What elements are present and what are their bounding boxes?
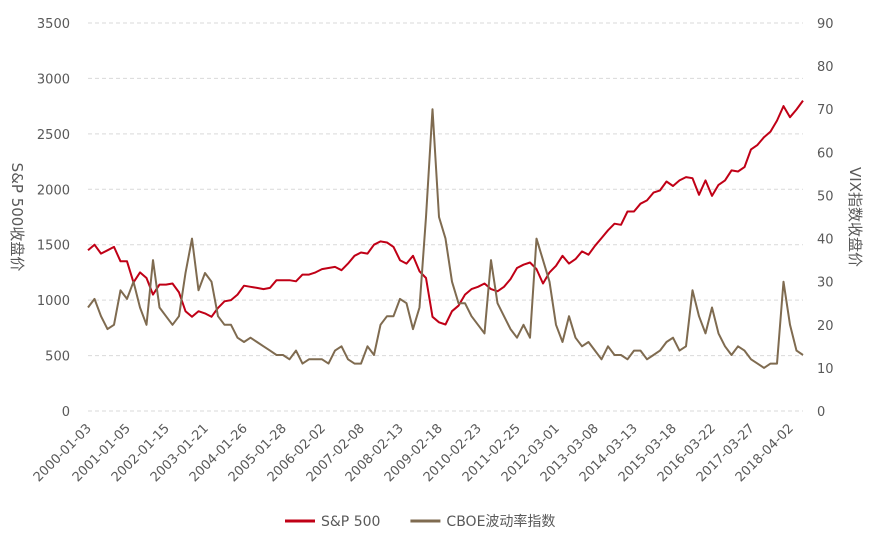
y-tick-label: 1500 [37, 239, 70, 254]
series-line [87, 100, 804, 326]
series-line [87, 108, 804, 369]
y2-tick-label: 30 [817, 276, 834, 291]
y-tick-label: 2500 [37, 128, 70, 143]
y-tick-label: 2000 [37, 183, 70, 198]
y2-tick-label: 10 [817, 362, 834, 377]
y2-tick-label: 70 [817, 103, 834, 118]
y-tick-label: 0 [62, 405, 70, 420]
y-axis-title: S&P 500收盘价 [8, 163, 26, 272]
y2-tick-label: 60 [817, 146, 834, 161]
y2-tick-label: 90 [817, 17, 834, 32]
y-tick-label: 3500 [37, 17, 70, 32]
y2-tick-label: 40 [817, 233, 834, 248]
legend-label: CBOE波动率指数 [446, 513, 555, 530]
y2-tick-label: 0 [817, 405, 825, 420]
legend-label: S&P 500 [321, 514, 380, 530]
y-tick-label: 1000 [37, 294, 70, 309]
y-tick-label: 500 [45, 350, 70, 365]
y2-tick-label: 50 [817, 189, 834, 204]
y2-axis-title: VIX指数收盘价 [846, 167, 864, 267]
y-tick-label: 3000 [37, 72, 70, 87]
y2-tick-label: 20 [817, 319, 834, 334]
y2-tick-label: 80 [817, 60, 834, 75]
